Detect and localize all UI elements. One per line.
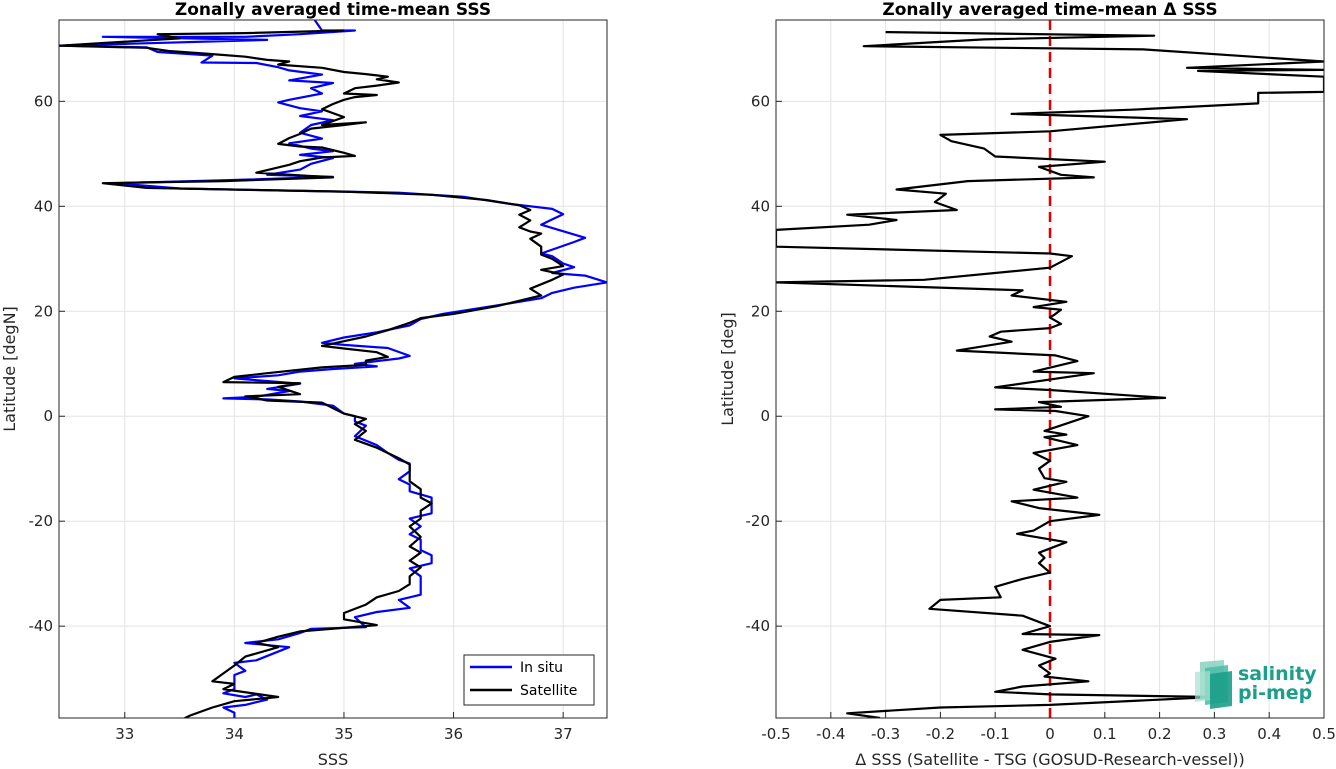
sss-x-tick-label: 34 xyxy=(225,725,244,743)
sss-legend: In situ Satellite xyxy=(463,654,595,706)
delta-sss-panel: -0.5 -0.4 -0.3 -0.2 -0.1 0 0.1 0.2 0.3 0.4 0.5 -40 -… xyxy=(718,0,1336,769)
delta-sss-plot-frame xyxy=(775,19,1325,719)
delta-sss-y-tick-label: -20 xyxy=(746,512,771,530)
delta-sss-series xyxy=(776,31,1324,718)
delta-sss-x-tick-label: 0.2 xyxy=(1148,725,1172,743)
sss-x-tick-label: 36 xyxy=(444,725,463,743)
delta-sss-x-axis-label: Δ SSS (Satellite - TSG (GOSUD-Research-v… xyxy=(855,750,1244,769)
logo-text-salinity: salinity xyxy=(1238,663,1317,685)
delta-sss-y-tick-label: 20 xyxy=(751,302,770,320)
sss-series-line-in-situ xyxy=(59,20,607,718)
delta-sss-y-tick-label: 40 xyxy=(751,197,770,215)
sss-y-axis-label: Latitude [degN] xyxy=(0,306,19,432)
delta-sss-x-tick-label: -0.1 xyxy=(981,725,1010,743)
legend-label-in-situ: In situ xyxy=(520,660,563,676)
sss-y-tick-label: -20 xyxy=(29,512,54,530)
delta-sss-ticks: -0.5 -0.4 -0.3 -0.2 -0.1 0 0.1 0.2 0.3 0.4 0.5 -40 -… xyxy=(746,92,1336,743)
sss-series-line-satellite xyxy=(59,29,565,718)
sss-series xyxy=(59,20,607,718)
delta-sss-x-tick-label: -0.2 xyxy=(926,725,955,743)
sss-y-tick-label: 0 xyxy=(43,407,53,425)
delta-sss-x-tick-label: 0.3 xyxy=(1202,725,1226,743)
delta-sss-x-tick-label: 0 xyxy=(1045,725,1055,743)
legend-label-satellite: Satellite xyxy=(520,683,577,699)
delta-sss-y-axis-label: Latitude [deg] xyxy=(718,312,737,426)
delta-sss-x-tick-label: -0.4 xyxy=(816,725,845,743)
logo-text-pimep: pi-mep xyxy=(1238,682,1312,704)
delta-sss-y-tick-label: -40 xyxy=(746,617,771,635)
delta-sss-x-tick-label: 0.4 xyxy=(1257,725,1281,743)
legend-box xyxy=(463,654,595,706)
sss-y-tick-label: 40 xyxy=(34,197,53,215)
sss-plot-frame xyxy=(58,19,608,719)
delta-sss-x-tick-label: -0.3 xyxy=(871,725,900,743)
delta-sss-series-line-0 xyxy=(776,31,1324,718)
sss-y-tick-label: 20 xyxy=(34,302,53,320)
sss-x-tick-label: 35 xyxy=(334,725,353,743)
delta-sss-y-tick-label: 60 xyxy=(751,92,770,110)
sss-y-tick-label: -40 xyxy=(29,617,54,635)
sss-x-tick-label: 37 xyxy=(554,725,573,743)
delta-sss-x-tick-label: -0.5 xyxy=(761,725,790,743)
delta-sss-chart-title: Zonally averaged time-mean Δ SSS xyxy=(882,0,1217,20)
delta-sss-x-tick-label: 0.5 xyxy=(1312,725,1336,743)
logo-mark-icon xyxy=(1195,660,1232,709)
salinity-pimep-logo: salinity pi-mep xyxy=(1195,660,1317,709)
sss-chart-title: Zonally averaged time-mean SSS xyxy=(175,0,491,20)
sss-x-axis-label: SSS xyxy=(318,750,348,769)
sss-panel: 33 34 35 36 37 -40 -20 0 20 40 60 Zonally averaged… xyxy=(0,0,608,769)
sss-x-tick-label: 33 xyxy=(115,725,134,743)
delta-sss-x-tick-label: 0.1 xyxy=(1093,725,1117,743)
delta-sss-y-tick-label: 0 xyxy=(760,407,770,425)
sss-ticks: 33 34 35 36 37 -40 -20 0 20 40 60 xyxy=(29,92,573,743)
sss-y-tick-label: 60 xyxy=(34,92,53,110)
